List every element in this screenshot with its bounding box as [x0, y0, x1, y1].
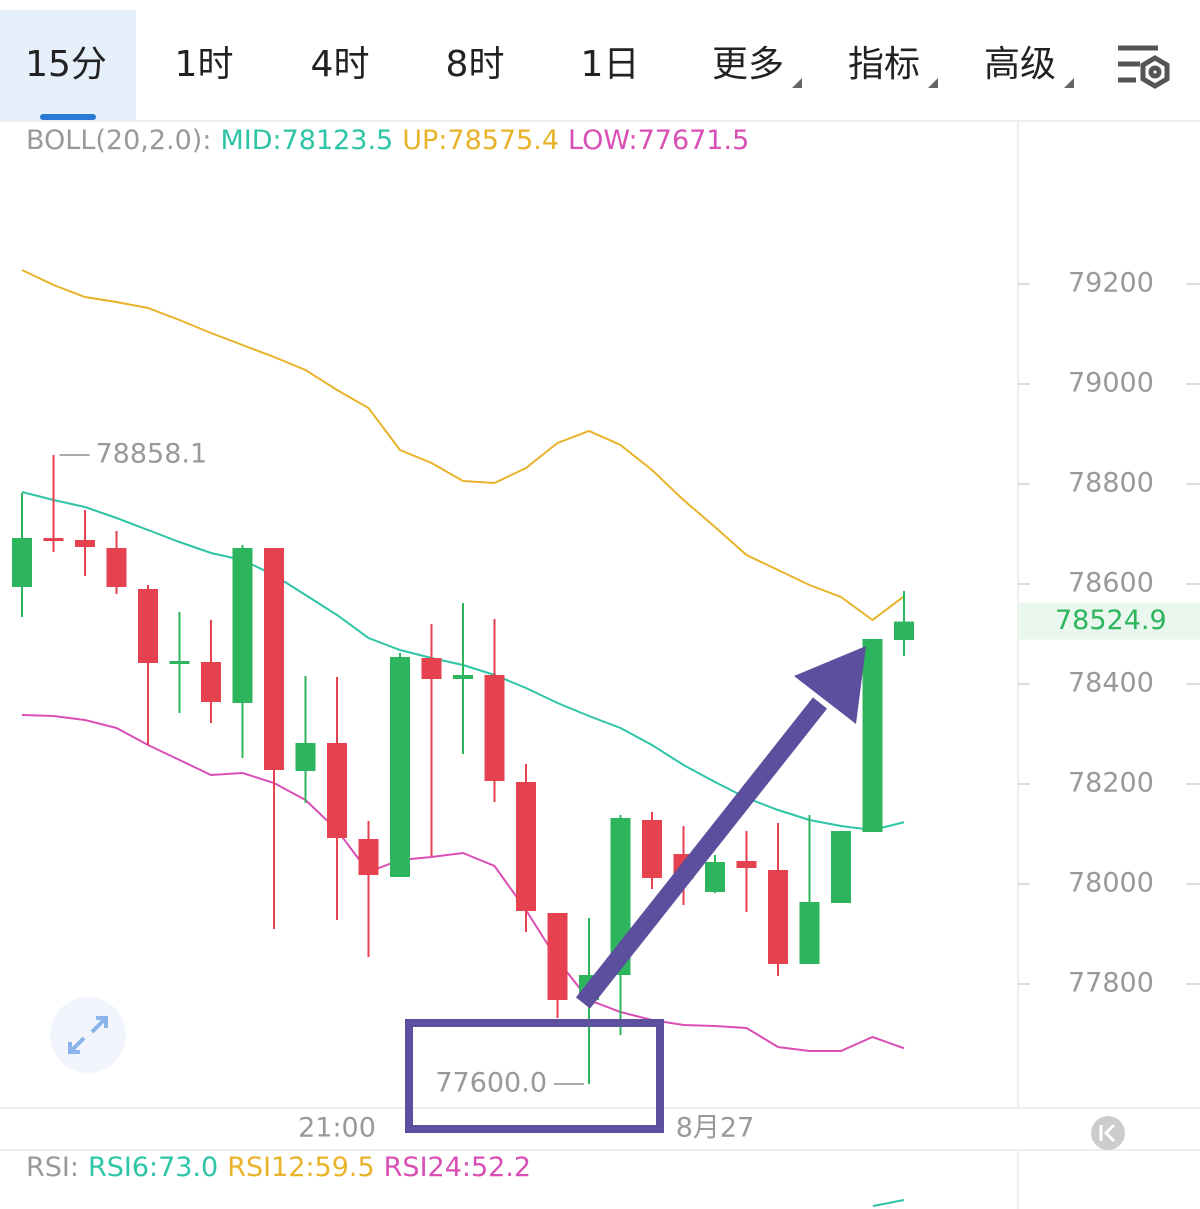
- candle-body: [138, 589, 158, 663]
- arrow-shaft: [575, 697, 828, 1009]
- y-tick-label: 78800: [1068, 468, 1154, 499]
- candle-body: [12, 538, 32, 587]
- icon-hex: [1140, 55, 1170, 89]
- y-tick-label: 79200: [1068, 268, 1154, 299]
- indicator-value: UP:78575.4: [402, 125, 559, 156]
- highlight-box: [405, 1019, 664, 1133]
- candle-body: [768, 870, 788, 964]
- candle-body: [421, 658, 442, 679]
- dropdown-caret: [928, 78, 938, 88]
- candle-body: [327, 743, 347, 838]
- indicator-value: RSI12:59.5: [227, 1152, 374, 1183]
- indicator-header: RSI: RSI6:73.0 RSI12:59.5 RSI24:52.2: [26, 1152, 531, 1183]
- candle-body: [453, 675, 473, 679]
- candle-body: [169, 661, 190, 664]
- candle-body: [295, 743, 316, 771]
- candle-body: [516, 782, 536, 911]
- current-price-bg: [1018, 602, 1200, 640]
- tab[interactable]: 1时: [175, 44, 234, 85]
- settings-icon[interactable]: [1118, 45, 1170, 89]
- low-label: 77600.0: [435, 1068, 547, 1099]
- y-tick-label: 79000: [1068, 368, 1154, 399]
- x-tick-label: 21:00: [298, 1113, 376, 1144]
- active-tab-bg: [0, 10, 136, 120]
- y-tick-label: 78000: [1068, 868, 1154, 899]
- plot: [12, 269, 914, 1084]
- tab[interactable]: 15分: [25, 44, 107, 85]
- indicator-value: LOW:77671.5: [568, 125, 749, 156]
- indicator-label: BOLL(20,2.0):: [26, 125, 211, 156]
- indicator-label: RSI:: [26, 1152, 79, 1183]
- icon-dot: [1148, 65, 1162, 79]
- candle-body: [232, 548, 253, 703]
- tab[interactable]: 高级: [984, 44, 1056, 85]
- tab[interactable]: 4时: [311, 44, 370, 85]
- y-tick-label: 77800: [1068, 968, 1154, 999]
- rewind-icon: [1099, 1123, 1116, 1143]
- tab[interactable]: 更多: [712, 44, 784, 85]
- high-label: 78858.1: [96, 438, 208, 469]
- candle-body: [862, 639, 883, 832]
- candle-body: [75, 540, 95, 547]
- candle-body: [106, 548, 127, 587]
- dropdown-caret: [1064, 78, 1074, 88]
- y-tick-label: 78200: [1068, 768, 1154, 799]
- expand-button[interactable]: [50, 997, 126, 1073]
- dropdown-caret: [792, 78, 802, 88]
- candle-body: [831, 831, 851, 903]
- candle-body: [642, 820, 662, 878]
- current-price: 78524.9: [1055, 605, 1167, 636]
- indicator-header: BOLL(20,2.0): MID:78123.5 UP:78575.4 LOW:77…: [26, 125, 749, 156]
- candle-body: [358, 839, 379, 875]
- candle-body: [43, 538, 64, 541]
- indicator-value: RSI24:52.2: [384, 1152, 531, 1183]
- boll-line: [21, 714, 905, 1052]
- candle-body: [705, 862, 725, 892]
- boll-line: [21, 269, 905, 622]
- candle-body: [894, 621, 914, 640]
- y-tick-label: 78400: [1068, 668, 1154, 699]
- active-tab-indicator: [40, 114, 96, 120]
- tab[interactable]: 指标: [848, 44, 920, 85]
- candle-body: [799, 902, 820, 964]
- candle-body: [736, 861, 757, 868]
- candle-body: [264, 548, 284, 770]
- indicator-value: MID:78123.5: [220, 125, 393, 156]
- indicator-value: RSI6:73.0: [88, 1152, 218, 1183]
- candle-body: [547, 913, 568, 1000]
- candle-body: [484, 675, 505, 781]
- x-tick-label: 8月27: [676, 1113, 755, 1144]
- arrow-head: [794, 646, 866, 724]
- rsi-line-stub: [872, 1199, 905, 1207]
- tab[interactable]: 8时: [446, 44, 505, 85]
- annotation: [405, 646, 866, 1133]
- tab[interactable]: 1日: [581, 44, 640, 85]
- y-tick-label: 78600: [1068, 568, 1154, 599]
- candle-body: [390, 657, 410, 877]
- expand-icon: [68, 1016, 108, 1054]
- candle-body: [201, 662, 221, 702]
